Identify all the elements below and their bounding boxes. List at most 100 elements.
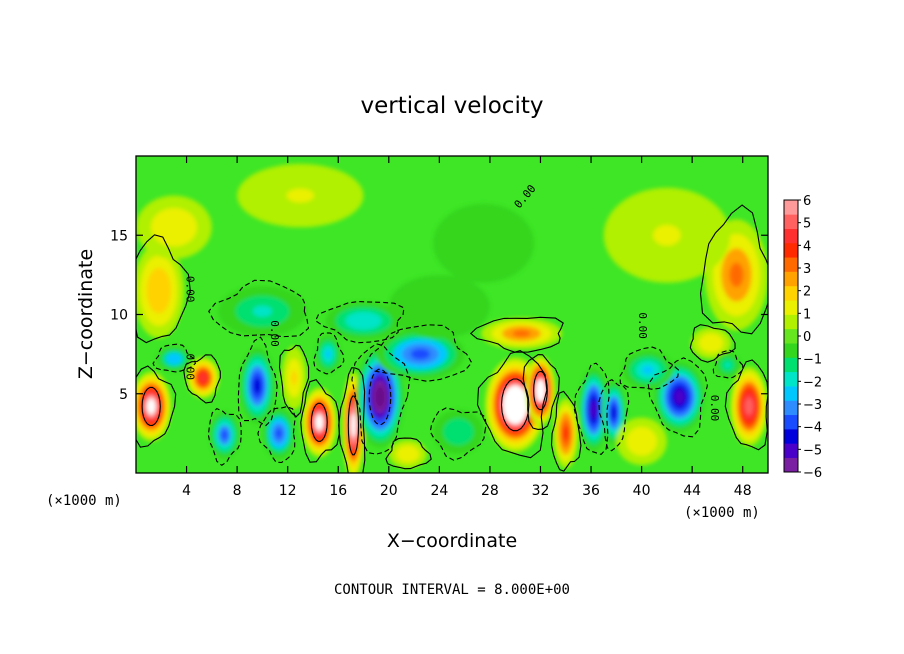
- velocity-cell: [622, 351, 674, 389]
- x-axis-label: X−coordinate: [387, 530, 517, 552]
- velocity-level: [291, 370, 297, 385]
- velocity-level: [512, 330, 531, 337]
- velocity-cell: [325, 301, 402, 340]
- contour-line: [699, 204, 768, 335]
- velocity-cell: [433, 203, 535, 283]
- velocity-level: [315, 414, 324, 430]
- velocity-cell: [730, 366, 768, 446]
- colorbar-swatch: [784, 414, 798, 430]
- contour-line: [136, 234, 191, 344]
- x-unit-label-left: (×1000 m): [46, 493, 122, 509]
- velocity-level: [452, 426, 464, 437]
- contour-line: [278, 344, 310, 418]
- velocity-cell: [136, 195, 212, 259]
- colorbar-swatch: [784, 400, 798, 416]
- colorbar-swatch: [784, 200, 798, 215]
- velocity-level: [221, 429, 228, 441]
- x-tick-label: 28: [481, 483, 499, 499]
- colorbar-swatch: [784, 300, 798, 315]
- velocity-cell: [553, 398, 579, 469]
- plot-area: 0.000.000.000.00 0.000.00: [136, 156, 768, 473]
- contour-line: [550, 390, 582, 472]
- contour-line: [533, 371, 548, 411]
- velocity-cell: [239, 347, 275, 424]
- velocity-cell: [481, 317, 562, 350]
- contour-line: [522, 354, 560, 430]
- contour-line: [313, 332, 345, 375]
- colorbar-swatch: [784, 271, 798, 287]
- colorbar-swatch: [784, 386, 798, 401]
- contour-line: [385, 437, 432, 470]
- colorbar: 6 5 4 3 2 1 0 −1 −2 −3 −4 −5 −6: [783, 194, 822, 481]
- velocity-level: [636, 436, 648, 447]
- velocity-level: [275, 427, 283, 439]
- velocity-level: [165, 220, 183, 235]
- velocity-level: [724, 362, 731, 369]
- contour-line: [207, 407, 242, 466]
- colorbar-swatch: [784, 371, 798, 387]
- colorbar-swatch: [784, 214, 798, 229]
- contour-line: [469, 316, 564, 353]
- x-tick-label: 8: [233, 483, 242, 499]
- contour-line: [152, 343, 197, 373]
- colorbar-swatch: [784, 314, 798, 330]
- colorbar-label: 6: [803, 194, 811, 209]
- y-tick-label: 5: [119, 387, 128, 403]
- velocity-cell: [578, 368, 609, 451]
- velocity-cell: [136, 371, 172, 442]
- velocity-level: [325, 349, 331, 359]
- contour-labels: 0.000.000.000.00 0.000.00: [184, 182, 721, 422]
- colorbar-swatch: [784, 357, 798, 373]
- velocity-cell: [603, 187, 731, 283]
- x-tick-label: 12: [279, 483, 297, 499]
- velocity-cell: [388, 439, 427, 469]
- colorbar-label: 3: [803, 262, 811, 277]
- contour-label: 0.00: [184, 276, 197, 303]
- x-unit-label-right: (×1000 m): [684, 505, 760, 521]
- velocity-level: [146, 398, 156, 415]
- contour-line: [310, 402, 328, 442]
- velocity-level: [537, 382, 544, 399]
- colorbar-swatch: [784, 457, 798, 473]
- colorbar-swatch: [784, 285, 798, 301]
- contour-line: [429, 407, 487, 461]
- velocity-field: [136, 163, 768, 473]
- colorbar-swatch: [784, 242, 798, 258]
- contour-line: [347, 395, 360, 456]
- colorbar-label: −3: [803, 398, 822, 413]
- contour-label: 0.00: [708, 395, 721, 422]
- velocity-level: [729, 262, 744, 288]
- colorbar-label: 2: [803, 285, 811, 300]
- contour-label: 0.00: [636, 312, 649, 339]
- velocity-cell: [237, 163, 364, 228]
- x-axis: 4 8 12 16 20 24 28 32 36 40 44 48: [182, 156, 752, 499]
- contour-line: [338, 367, 366, 473]
- colorbar-label: −1: [803, 353, 822, 368]
- contour-line: [208, 279, 310, 338]
- velocity-level: [673, 389, 686, 405]
- contour-line: [300, 379, 340, 463]
- colorbar-swatch: [784, 328, 798, 344]
- y-tick-label: 15: [110, 228, 128, 244]
- x-tick-label: 36: [582, 483, 600, 499]
- y-axis: 5 10 15: [110, 228, 768, 403]
- velocity-level: [253, 377, 262, 395]
- x-tick-label: 24: [430, 483, 448, 499]
- contour-line: [136, 365, 177, 448]
- colorbar-label: 4: [803, 239, 811, 254]
- velocity-level: [508, 394, 522, 416]
- velocity-level: [706, 339, 716, 347]
- velocity-level: [403, 450, 412, 458]
- velocity-level: [355, 316, 372, 325]
- contour-line: [712, 349, 744, 379]
- colorbar-swatch: [784, 443, 798, 458]
- contour-line: [689, 324, 736, 363]
- contour-line: [314, 300, 405, 344]
- velocity-cell: [715, 352, 741, 378]
- velocity-level: [563, 425, 569, 442]
- colorbar-label: −6: [803, 466, 822, 481]
- velocity-level: [428, 299, 451, 314]
- x-tick-label: 32: [532, 483, 550, 499]
- velocity-cell: [433, 409, 484, 454]
- x-tick-label: 4: [182, 483, 191, 499]
